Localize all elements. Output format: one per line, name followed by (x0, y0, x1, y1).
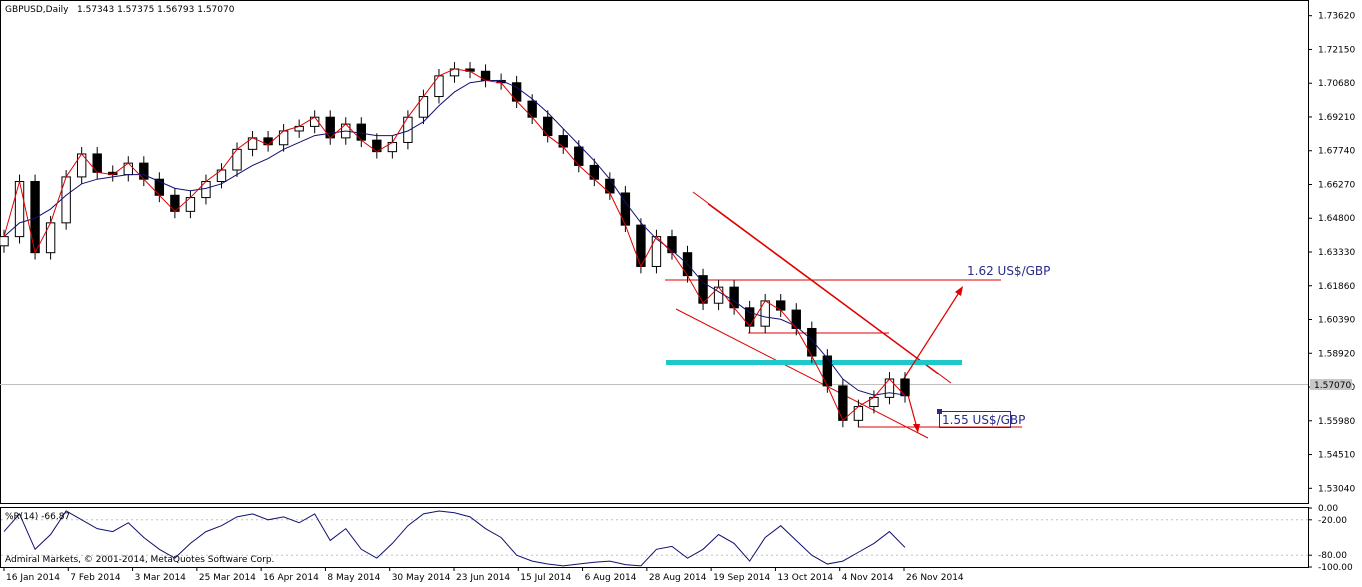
date-tick-label: 13 Oct 2014 (777, 573, 833, 583)
chart-ohlc: 1.57343 1.57375 1.56793 1.57070 (77, 5, 235, 15)
date-axis: 16 Jan 2014 7 Feb 2014 3 Mar 2014 25 Mar 20… (3, 567, 964, 583)
date-tick-label: 16 Apr 2014 (263, 573, 319, 583)
indicator-panel (0, 507, 1309, 568)
candle-body (0, 236, 9, 247)
price-tick-label: 1.58920 (1318, 349, 1355, 359)
williams-r-line (3, 510, 906, 567)
support-level-band (666, 360, 962, 365)
lower-target-label: 1.55 US$/GBP (942, 413, 1025, 427)
date-tick-label: 15 Jul 2014 (520, 573, 571, 583)
channel-upper-line-2 (707, 203, 939, 375)
price-tick-label: 1.60390 (1318, 316, 1355, 326)
price-tick-label: 1.73620 (1318, 12, 1355, 22)
date-tick-label: 30 May 2014 (392, 573, 451, 583)
date-tick-label: 4 Nov 2014 (842, 573, 894, 583)
indicator-tick-label: -20.00 (1318, 516, 1347, 526)
price-tick-label: 1.70680 (1318, 79, 1355, 89)
down-arrow-head (913, 424, 920, 433)
price-tick-label: 1.72150 (1318, 45, 1355, 55)
price-axis: 1.73620 1.72150 1.70680 1.69210 1.67740 1.662… (1308, 12, 1355, 494)
date-tick-label: 19 Sep 2014 (713, 573, 770, 583)
price-tick-label: 1.69210 (1318, 113, 1355, 123)
candle-body (61, 176, 71, 224)
price-tick-label: 1.63330 (1318, 248, 1355, 258)
price-tick-label: 1.61860 (1318, 282, 1355, 292)
candle-body (45, 222, 56, 254)
candle-body (14, 180, 25, 238)
price-tick-label: 1.53040 (1318, 484, 1355, 494)
date-tick-label: 26 Nov 2014 (906, 573, 964, 583)
date-tick-label: 8 May 2014 (327, 573, 380, 583)
price-tick-label: 1.54510 (1318, 451, 1355, 461)
zigzag-line (3, 68, 906, 422)
date-tick-label: 6 Aug 2014 (585, 573, 637, 583)
candle-body (403, 116, 413, 143)
indicator-tick-label: 0.00 (1318, 504, 1338, 514)
current-price-marker (1310, 379, 1352, 390)
annotations: 1.62 US$/GBP 1.55 US$/GBP (665, 191, 1050, 439)
copyright-text: Admiral Markets, © 2001-2014, MetaQuotes… (5, 555, 274, 565)
price-tick-label: 1.64800 (1318, 214, 1355, 224)
lower-target-anchor[interactable] (937, 409, 942, 414)
lower-target-box (939, 411, 1011, 428)
date-tick-label: 16 Jan 2014 (6, 573, 60, 583)
current-price-label: 1.57070 (1314, 381, 1351, 391)
candle-body (838, 385, 848, 421)
up-arrow-head (955, 286, 963, 296)
price-tick-label: 1.66270 (1318, 180, 1355, 190)
indicator-axis: 0.00 -20.00 -80.00 -100.00 (1, 504, 1353, 573)
candle-body (807, 327, 817, 357)
indicator-tick-label: -80.00 (1318, 551, 1347, 561)
channel-upper-line (692, 191, 952, 384)
candle-body (30, 180, 40, 254)
price-tick-label: 1.67740 (1318, 147, 1355, 157)
date-tick-label: 3 Mar 2014 (135, 573, 187, 583)
date-tick-label: 28 Aug 2014 (649, 573, 707, 583)
upper-target-label: 1.62 US$/GBP (967, 264, 1050, 278)
price-tick-label: 1.55980 (1318, 417, 1355, 427)
channel-lower-line (675, 308, 929, 439)
date-tick-label: 25 Mar 2014 (199, 573, 256, 583)
date-tick-label: 7 Feb 2014 (70, 573, 121, 583)
indicator-tick-label: -100.00 (1318, 563, 1353, 573)
up-target-arrow (902, 290, 961, 381)
moving-average-line (3, 79, 906, 396)
chart-symbol: GBPUSD,Daily (5, 5, 69, 15)
candle-body (822, 355, 833, 387)
indicator-label: %R(14) -66.87 (5, 512, 70, 522)
date-tick-label: 23 Jun 2014 (456, 573, 510, 583)
candle-body (760, 300, 770, 327)
